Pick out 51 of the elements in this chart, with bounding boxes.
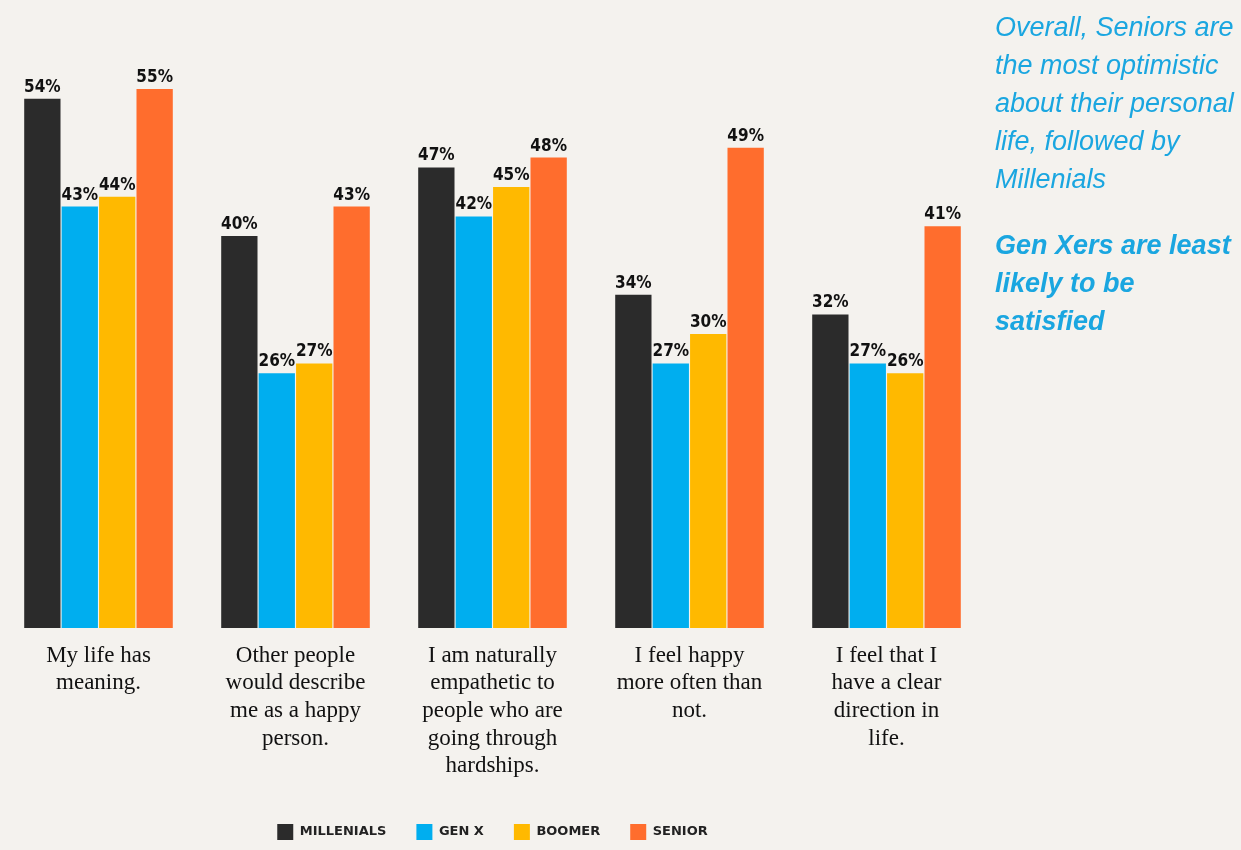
bar: [333, 206, 370, 628]
bar: [615, 294, 652, 628]
data-label: 27%: [652, 340, 690, 361]
x-tick-label: My life has meaning.: [46, 641, 151, 695]
data-label: 43%: [333, 183, 370, 204]
bar: [418, 167, 455, 628]
data-label: 41%: [924, 203, 961, 224]
legend-label: GEN X: [438, 823, 484, 839]
data-label: 26%: [258, 350, 296, 371]
bar: [61, 206, 98, 628]
data-label: 49%: [727, 124, 764, 145]
legend-label: SENIOR: [652, 823, 708, 839]
data-label: 32%: [812, 291, 849, 312]
data-label: 43%: [61, 183, 99, 204]
bar: [887, 373, 924, 628]
bar: [221, 236, 258, 628]
x-tick-label: I am naturally empathetic to people who are going through hardships.: [422, 641, 563, 778]
data-label: 55%: [136, 65, 173, 86]
bar: [849, 363, 886, 628]
data-label: 47%: [418, 144, 455, 165]
x-tick-label: Other people would describe me as a happy person.: [225, 641, 366, 750]
bar: [493, 187, 530, 628]
bar: [136, 89, 173, 628]
bar: [24, 98, 61, 628]
bar: [727, 147, 764, 628]
data-label: 40%: [221, 212, 258, 233]
bar: [652, 363, 689, 628]
bar: [258, 373, 295, 628]
legend-label: MILLENIALS: [299, 823, 387, 839]
data-label: 44%: [98, 173, 136, 194]
data-label: 30%: [689, 310, 727, 331]
bar: [924, 226, 961, 628]
bar: [812, 314, 849, 628]
bar: [530, 157, 567, 628]
bar: [99, 196, 136, 628]
text: Gen Xers are least likely to be satisfied: [995, 229, 1233, 338]
bar: [690, 334, 727, 628]
bar: [296, 363, 333, 628]
x-tick-label: I feel that I have a clear direction in life.: [831, 641, 942, 750]
data-label: 42%: [455, 193, 493, 214]
data-label: 34%: [615, 271, 652, 292]
data-label: 54%: [24, 75, 61, 96]
data-label: 48%: [530, 134, 567, 155]
data-label: 27%: [849, 340, 887, 361]
data-label: 45%: [492, 163, 530, 184]
bar: [455, 216, 492, 628]
text: Overall, Seniors are the most optimistic about their personal life, followed by Millenials: [995, 11, 1235, 196]
x-tick-label: I feel happy more often than not.: [616, 641, 763, 723]
data-label: 27%: [295, 340, 333, 361]
data-label: 26%: [886, 350, 924, 371]
legend-label: BOOMER: [536, 823, 601, 839]
